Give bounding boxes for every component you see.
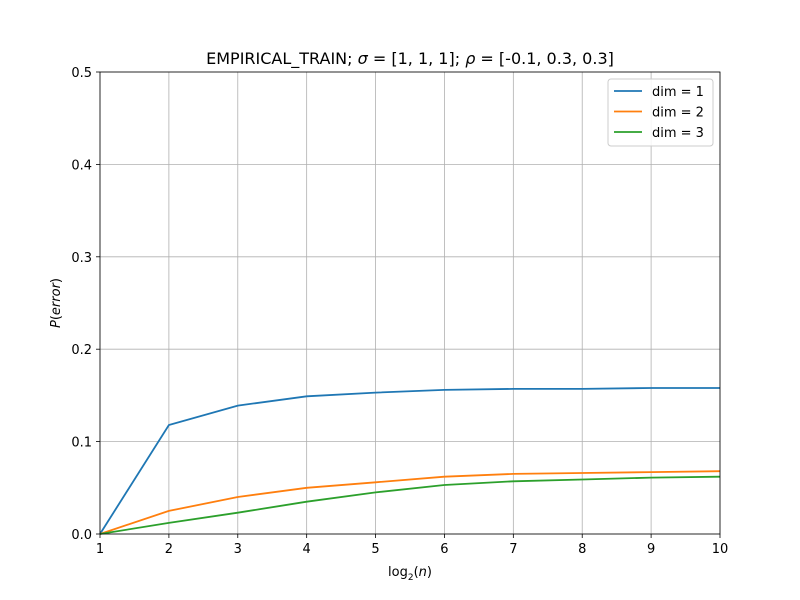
plot-frame (99, 71, 721, 535)
x-tick-label: 1 (96, 542, 104, 557)
legend-label: dim = 3 (652, 126, 704, 141)
chart-title: EMPIRICAL_TRAIN; σ = [1, 1, 1]; ρ = [-0.… (206, 49, 614, 69)
x-tick-label: 2 (165, 542, 173, 557)
y-tick-label: 0.3 (71, 251, 92, 266)
x-tick-label: 8 (578, 542, 586, 557)
series-group (99, 387, 721, 535)
x-axis-ticks: 1 2 3 4 5 6 7 8 9 10 (96, 534, 728, 557)
y-axis-ticks: 0.0 0.1 0.2 0.3 0.4 0.5 (71, 66, 100, 543)
legend-label: dim = 1 (652, 85, 704, 100)
series-line-dim-3 (99, 475, 721, 535)
x-tick-label: 4 (303, 542, 311, 557)
legend: dim = 1 dim = 2 dim = 3 (607, 78, 714, 147)
y-axis-label: P(error) (49, 278, 64, 328)
x-tick-label: 6 (440, 542, 448, 557)
y-tick-label: 0.0 (71, 528, 92, 543)
series-line-dim-2 (99, 470, 721, 535)
x-tick-label: 9 (647, 542, 655, 557)
y-tick-label: 0.4 (71, 158, 92, 173)
x-tick-label: 7 (509, 542, 517, 557)
legend-frame (607, 78, 714, 147)
x-tick-label: 3 (234, 542, 242, 557)
y-tick-label: 0.2 (71, 343, 92, 358)
x-tick-label: 5 (371, 542, 379, 557)
series-line-dim-1 (99, 387, 720, 535)
y-tick-label: 0.1 (71, 436, 92, 451)
legend-label: dim = 2 (652, 106, 704, 121)
x-axis-label: log2(n) (388, 565, 432, 583)
y-tick-label: 0.5 (71, 66, 92, 81)
x-tick-label: 10 (712, 542, 729, 557)
